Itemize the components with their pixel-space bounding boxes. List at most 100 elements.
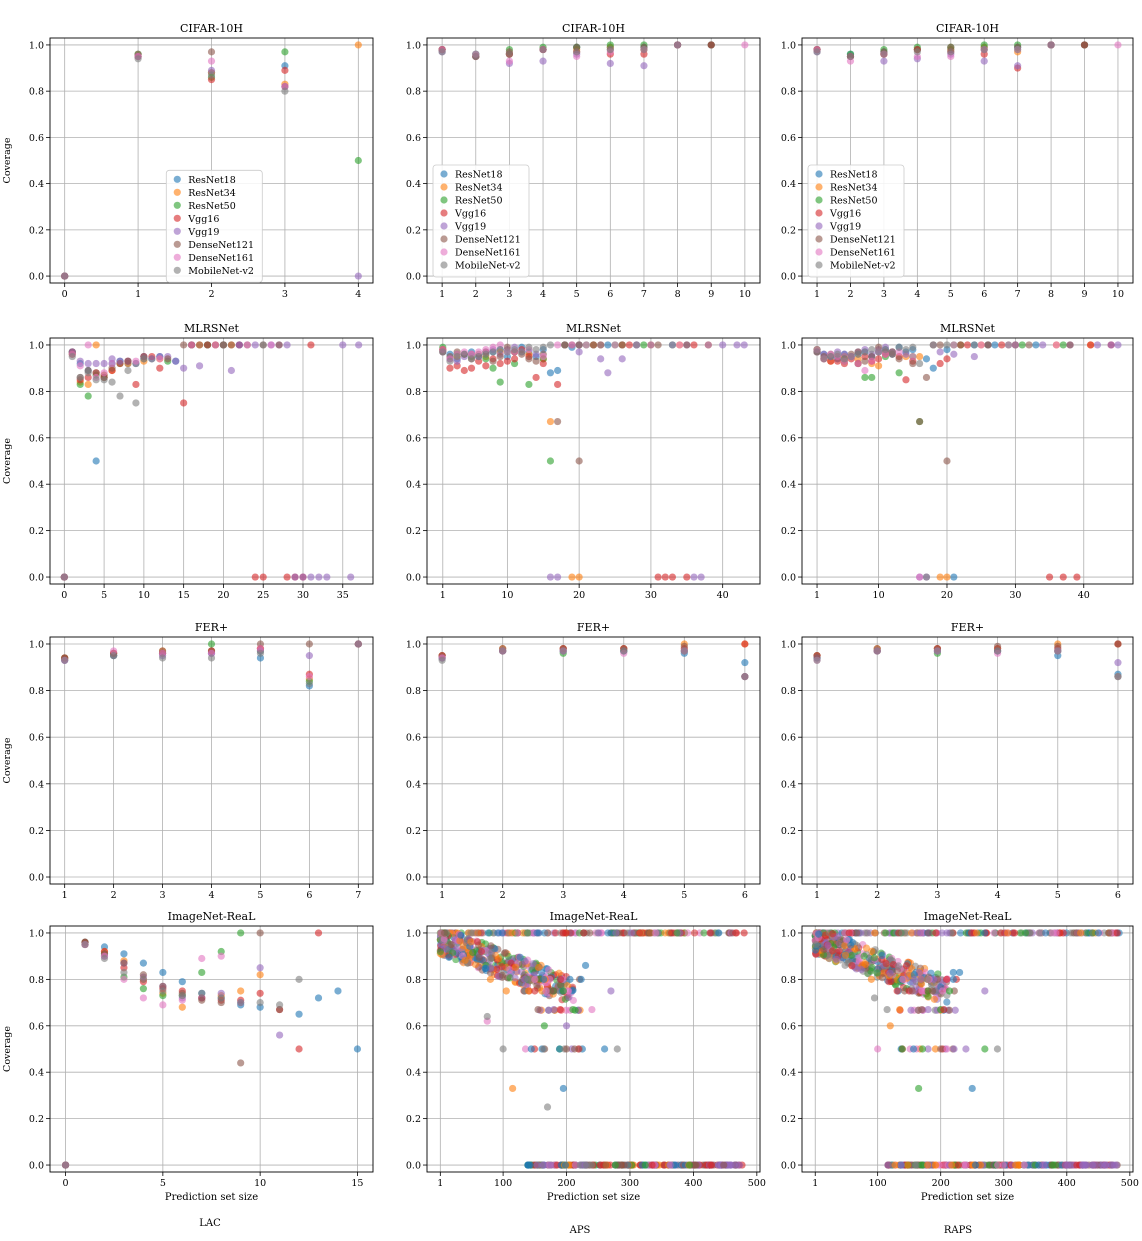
y-tick-label: 0.8 xyxy=(406,686,421,697)
legend-label: ResNet50 xyxy=(455,196,503,207)
data-point xyxy=(963,341,972,349)
data-point xyxy=(707,41,715,49)
data-point xyxy=(943,355,951,363)
data-point xyxy=(984,341,992,349)
chart-panel-imagenet-real-11: 1 100 200 300 400 500 0.0 0.2 0.4 0.6 0.8 1.0 ImageN… xyxy=(781,910,1139,1203)
x-tick-label: 10 xyxy=(1112,289,1124,300)
data-point xyxy=(207,71,216,79)
data-point xyxy=(159,1001,167,1009)
data-point xyxy=(1077,929,1085,937)
data-point xyxy=(482,964,490,973)
y-tick-label: 0.2 xyxy=(29,1114,44,1125)
series-vgg16 xyxy=(531,929,748,1014)
legend-label: Vgg19 xyxy=(829,222,861,233)
x-tick-label: 30 xyxy=(297,590,309,601)
data-point xyxy=(813,348,821,356)
data-point xyxy=(575,341,583,349)
data-point xyxy=(957,341,965,349)
data-point xyxy=(256,989,264,997)
x-tick-label: 9 xyxy=(708,289,714,300)
chart-panel-fer--7: 1 2 3 4 5 6 0.0 0.2 0.4 0.6 0.8 1.0 FER+ xyxy=(406,621,761,901)
data-point xyxy=(640,341,648,349)
data-point xyxy=(847,352,855,361)
data-point xyxy=(968,1084,976,1093)
series-vgg16 xyxy=(439,341,698,581)
data-point xyxy=(1039,341,1047,349)
data-point xyxy=(579,929,588,937)
data-point xyxy=(559,1084,567,1093)
data-point xyxy=(575,457,583,465)
legend-label: DenseNet161 xyxy=(455,248,521,259)
data-point xyxy=(829,947,837,955)
legend-marker xyxy=(815,222,823,230)
x-tick-label: 6 xyxy=(1115,890,1121,901)
data-point xyxy=(469,948,477,957)
data-point xyxy=(1108,1161,1116,1169)
data-point xyxy=(108,359,116,368)
data-point xyxy=(936,341,944,349)
data-point xyxy=(950,350,958,358)
series-densenet121 xyxy=(534,987,571,1053)
chart-title: MLRSNet xyxy=(940,322,996,335)
data-point xyxy=(503,348,511,356)
data-point xyxy=(1036,929,1044,937)
legend-marker xyxy=(173,214,181,222)
data-point xyxy=(618,341,626,349)
data-point xyxy=(482,350,490,358)
data-point xyxy=(467,938,475,946)
data-point xyxy=(1082,929,1090,937)
data-point xyxy=(683,341,691,349)
data-point xyxy=(902,962,911,970)
y-tick-label: 1.0 xyxy=(781,40,796,51)
data-point xyxy=(453,352,461,361)
data-point xyxy=(562,1045,571,1053)
data-point xyxy=(868,357,876,365)
legend-label: MobileNet-v2 xyxy=(455,261,521,272)
data-point xyxy=(314,929,323,937)
data-point xyxy=(646,929,654,937)
data-point xyxy=(732,929,740,937)
data-point xyxy=(84,369,92,377)
data-point xyxy=(503,357,511,365)
data-point xyxy=(904,1161,912,1169)
data-point xyxy=(848,951,856,959)
data-point xyxy=(1011,341,1019,349)
data-point xyxy=(874,348,883,356)
series-vgg16 xyxy=(813,341,1115,581)
data-point xyxy=(1049,929,1057,937)
data-point xyxy=(460,350,468,358)
x-tick-label: 2 xyxy=(500,890,506,901)
data-point xyxy=(299,573,307,581)
data-point xyxy=(853,929,861,937)
data-point xyxy=(690,341,698,349)
data-point xyxy=(256,929,264,937)
data-point xyxy=(100,369,108,377)
x-tick-label: 1 xyxy=(814,289,820,300)
data-point xyxy=(1021,929,1030,937)
axes-frame xyxy=(801,37,1134,284)
data-point xyxy=(918,987,926,995)
data-point xyxy=(741,640,749,648)
data-point xyxy=(868,373,876,382)
data-point xyxy=(871,929,879,937)
series-mobilenet-v2 xyxy=(60,341,267,581)
data-point xyxy=(134,55,142,63)
data-point xyxy=(110,652,118,660)
data-point xyxy=(841,951,850,959)
data-point xyxy=(539,1045,548,1053)
data-point xyxy=(120,959,128,967)
data-point xyxy=(827,352,835,361)
x-tick-label: 200 xyxy=(932,1178,950,1189)
data-point xyxy=(510,355,519,363)
x-tick-label: 6 xyxy=(742,890,748,901)
data-point xyxy=(256,649,265,657)
data-point xyxy=(813,48,821,56)
data-point xyxy=(840,355,849,363)
chart-panel-mlrsnet-4: 1 10 20 30 40 0.0 0.2 0.4 0.6 0.8 1.0 MLRSNet xyxy=(406,322,761,601)
data-point xyxy=(907,929,916,937)
x-tick-label: 4 xyxy=(914,289,920,300)
data-point xyxy=(92,341,100,349)
data-point xyxy=(438,656,446,664)
data-point xyxy=(132,399,140,407)
legend-label: ResNet18 xyxy=(455,170,503,181)
